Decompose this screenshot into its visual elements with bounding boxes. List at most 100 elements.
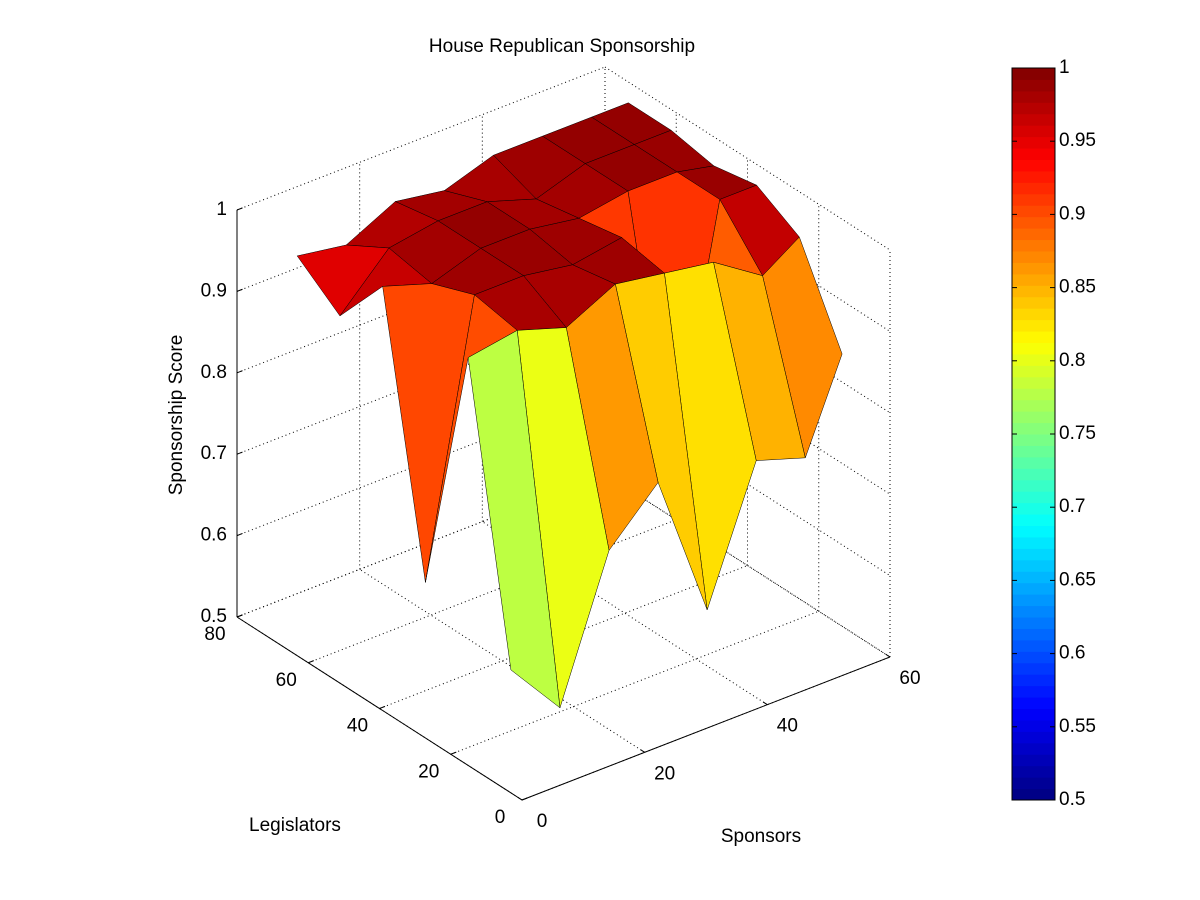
colorbar-band (1012, 193, 1055, 206)
colorbar-band (1012, 502, 1055, 515)
colorbar-band (1012, 708, 1055, 721)
colorbar-band (1012, 674, 1055, 687)
z-tick (236, 207, 243, 211)
x-tick-label: 40 (777, 716, 798, 737)
colorbar-band (1012, 639, 1055, 652)
colorbar-band (1012, 342, 1055, 355)
colorbar-band (1012, 594, 1055, 607)
colorbar-tick-label: 0.95 (1059, 130, 1096, 151)
colorbar-band (1012, 79, 1055, 92)
y-tick-label: 40 (347, 716, 368, 737)
colorbar-band (1012, 571, 1055, 584)
z-tick-label: 0.9 (201, 280, 227, 301)
colorbar-band (1012, 697, 1055, 709)
colorbar-tick-label: 0.55 (1059, 716, 1096, 737)
y-tick (521, 797, 528, 801)
colorbar-band (1012, 685, 1055, 698)
colorbar-band (1012, 308, 1055, 321)
grid-line (604, 66, 891, 251)
colorbar-tick-label: 0.75 (1059, 423, 1096, 444)
colorbar-band (1012, 456, 1055, 469)
colorbar: 0.5 0.55 0.6 0.65 0.7 0.75 0.8 0.85 0.9 0.95 1 (1011, 57, 1096, 810)
colorbar-band (1012, 628, 1055, 641)
colorbar-tick-label: 0.7 (1059, 496, 1085, 517)
grid-line (604, 473, 891, 658)
colorbar-band (1012, 216, 1055, 229)
colorbar-band (1012, 777, 1055, 790)
grid-line (604, 473, 891, 658)
colorbar-band (1012, 651, 1055, 664)
colorbar-tick-label: 0.5 (1059, 789, 1085, 810)
surface (296, 102, 843, 709)
colorbar-tick-label: 0.8 (1059, 350, 1085, 371)
colorbar-tick-label: 0.65 (1059, 569, 1096, 590)
colorbar-tick-label: 0.6 (1059, 643, 1085, 664)
colorbar-band (1012, 102, 1055, 115)
colorbar-band (1012, 90, 1055, 103)
colorbar-tick-label: 1 (1059, 57, 1070, 78)
z-tick-label: 0.7 (201, 443, 227, 464)
colorbar-band (1012, 434, 1055, 446)
z-tick-label: 0.5 (201, 606, 227, 627)
y-axis-label: Legislators (249, 815, 341, 836)
colorbar-band (1012, 559, 1055, 572)
z-tick-label: 1 (216, 199, 227, 220)
x-tick-label: 20 (654, 763, 675, 784)
colorbar-band (1012, 68, 1055, 80)
colorbar-band (1012, 788, 1055, 801)
colorbar-band (1012, 605, 1055, 618)
colorbar-band (1012, 296, 1055, 309)
colorbar-band (1012, 228, 1055, 241)
colorbar-band (1012, 319, 1055, 332)
x-axis-label: Sponsors (721, 826, 801, 847)
colorbar-band (1012, 617, 1055, 629)
x-tick (762, 701, 768, 706)
x-tick-label: 60 (899, 668, 920, 689)
y-tick-label: 60 (276, 670, 297, 691)
colorbar-band (1012, 148, 1055, 160)
colorbar-band (1012, 125, 1055, 138)
grid-line (359, 568, 645, 753)
colorbar-band (1012, 353, 1055, 366)
z-tick (236, 532, 243, 537)
colorbar-band (1012, 742, 1055, 755)
colorbar-band (1012, 136, 1055, 149)
y-tick-label: 0 (495, 807, 506, 828)
colorbar-band (1012, 468, 1055, 481)
colorbar-band (1012, 548, 1055, 561)
colorbar-band (1012, 536, 1055, 549)
colorbar-band (1012, 411, 1055, 424)
colorbar-band (1012, 582, 1055, 595)
surface-face (467, 329, 561, 709)
y-tick-label: 80 (204, 624, 225, 645)
chart-title: House Republican Sponsorship (429, 36, 695, 57)
colorbar-band (1012, 251, 1055, 263)
z-axis-label: Sponsorship Score (166, 335, 187, 496)
colorbar-band (1012, 525, 1055, 538)
colorbar-tick-label: 0.85 (1059, 277, 1096, 298)
x-tick (640, 749, 645, 753)
colorbar-band (1012, 422, 1055, 435)
colorbar-band (1012, 399, 1055, 412)
colorbar-band (1012, 239, 1055, 252)
y-tick (308, 660, 314, 664)
z-tick (236, 614, 243, 618)
x-tick (885, 653, 891, 658)
y-tick (379, 705, 386, 709)
colorbar-band (1012, 113, 1055, 126)
x-tick-label: 0 (537, 811, 548, 832)
colorbar-band (1012, 376, 1055, 389)
colorbar-band (1012, 491, 1055, 504)
colorbar-band (1012, 388, 1055, 401)
colorbar-band (1012, 445, 1055, 458)
colorbar-band (1012, 182, 1055, 195)
colorbar-band (1012, 170, 1055, 183)
colorbar-band (1012, 285, 1055, 298)
colorbar-band (1012, 514, 1055, 526)
colorbar-band (1012, 719, 1055, 732)
colorbar-band (1012, 662, 1055, 675)
x-axis-line (521, 656, 891, 801)
colorbar-band (1012, 159, 1055, 172)
z-tick (236, 288, 243, 292)
colorbar-band (1012, 754, 1055, 767)
